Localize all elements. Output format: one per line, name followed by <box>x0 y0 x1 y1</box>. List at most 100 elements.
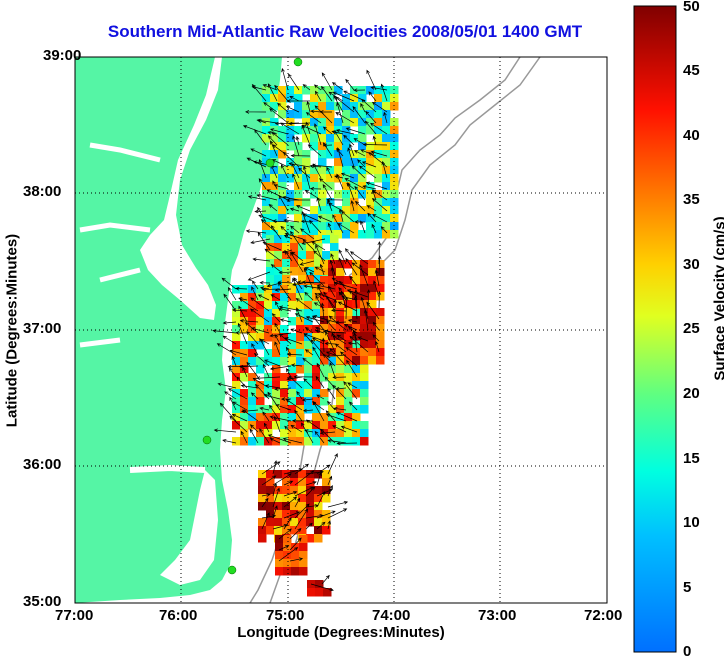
x-axis-label: Longitude (Degrees:Minutes) <box>75 624 607 641</box>
station-marker <box>294 58 302 66</box>
velocity-cell <box>240 285 249 294</box>
velocity-cell <box>275 559 284 568</box>
velocity-cell <box>352 421 361 430</box>
colorbar-label: Surface Velocity (cm/s) <box>712 199 724 399</box>
velocity-cell <box>360 421 369 430</box>
velocity-cell <box>328 429 337 438</box>
x-tick-label: 76:00 <box>159 607 197 624</box>
velocity-cell <box>368 260 377 269</box>
velocity-cell <box>366 142 375 151</box>
velocity-cell <box>326 182 335 191</box>
velocity-cell <box>368 332 377 341</box>
velocity-cell <box>352 316 361 325</box>
velocity-cell <box>304 381 313 390</box>
velocity-cell <box>274 494 283 503</box>
velocity-cell <box>294 86 303 95</box>
velocity-cell <box>232 373 241 382</box>
velocity-cell <box>290 267 299 276</box>
velocity-cell <box>360 348 369 357</box>
velocity-cell <box>336 365 345 374</box>
velocity-cell <box>360 429 369 438</box>
velocity-cell <box>306 259 315 268</box>
velocity-cell <box>312 421 321 430</box>
velocity-cell <box>283 559 292 568</box>
velocity-cell <box>306 478 315 487</box>
velocity-cell <box>282 259 291 268</box>
velocity-cell <box>294 190 303 199</box>
velocity-cell <box>320 308 329 317</box>
velocity-cell <box>272 365 281 374</box>
velocity-cell <box>358 190 367 199</box>
velocity-cell <box>266 526 275 535</box>
velocity-cell <box>275 567 284 576</box>
velocity-cell <box>280 325 289 334</box>
velocity-cell <box>274 518 283 527</box>
velocity-cell <box>306 251 315 260</box>
velocity-cell <box>358 214 367 223</box>
velocity-cell <box>326 118 335 127</box>
velocity-cell <box>322 526 331 535</box>
velocity-cell <box>382 142 391 151</box>
velocity-cell <box>310 102 319 111</box>
velocity-cell <box>296 333 305 342</box>
velocity-cell <box>350 110 359 119</box>
velocity-cell <box>294 174 303 183</box>
colorbar-tick: 5 <box>683 579 691 596</box>
velocity-cell <box>330 243 339 252</box>
velocity-cell <box>278 174 287 183</box>
velocity-cell <box>310 142 319 151</box>
velocity-cell <box>326 110 335 119</box>
velocity-cell <box>360 397 369 406</box>
x-tick-label: 77:00 <box>55 607 93 624</box>
velocity-cell <box>280 373 289 382</box>
velocity-cell <box>358 206 367 215</box>
velocity-cell <box>286 142 295 151</box>
velocity-cell <box>318 158 327 167</box>
velocity-cell <box>296 437 305 446</box>
velocity-cell <box>291 551 300 560</box>
velocity-cell <box>232 301 241 310</box>
velocity-cell <box>307 588 316 597</box>
velocity-cell <box>318 102 327 111</box>
velocity-cell <box>368 348 377 357</box>
velocity-cell <box>240 389 249 398</box>
velocity-cell <box>266 486 275 495</box>
velocity-cell <box>342 190 351 199</box>
velocity-cell <box>342 230 351 239</box>
colorbar-tick: 0 <box>683 643 691 660</box>
velocity-cell <box>350 190 359 199</box>
velocity-cell <box>248 405 257 414</box>
velocity-cell <box>296 381 305 390</box>
y-axis-label: Latitude (Degrees:Minutes) <box>4 221 21 441</box>
velocity-cell <box>358 230 367 239</box>
velocity-cell <box>299 567 308 576</box>
velocity-cell <box>278 198 287 207</box>
velocity-cell <box>382 134 391 143</box>
velocity-cell <box>350 102 359 111</box>
velocity-cell <box>342 134 351 143</box>
velocity-cell <box>328 260 337 269</box>
velocity-cell <box>258 534 267 543</box>
velocity-cell <box>336 308 345 317</box>
velocity-cell <box>336 268 345 277</box>
velocity-cell <box>312 413 321 422</box>
velocity-cell <box>290 526 299 535</box>
velocity-cell <box>352 437 361 446</box>
velocity-cell <box>322 251 331 260</box>
velocity-cell <box>350 118 359 127</box>
velocity-cell <box>262 150 271 159</box>
velocity-cell <box>360 405 369 414</box>
velocity-cell <box>274 259 283 268</box>
velocity-cell <box>314 526 323 535</box>
velocity-cell <box>366 230 375 239</box>
velocity-cell <box>294 102 303 111</box>
velocity-cell <box>280 357 289 366</box>
velocity-cell <box>336 429 345 438</box>
velocity-cell <box>352 429 361 438</box>
velocity-cell <box>358 158 367 167</box>
velocity-cell <box>376 356 385 365</box>
velocity-cell <box>366 158 375 167</box>
velocity-cell <box>310 134 319 143</box>
velocity-cell <box>314 534 323 543</box>
station-marker <box>203 436 211 444</box>
